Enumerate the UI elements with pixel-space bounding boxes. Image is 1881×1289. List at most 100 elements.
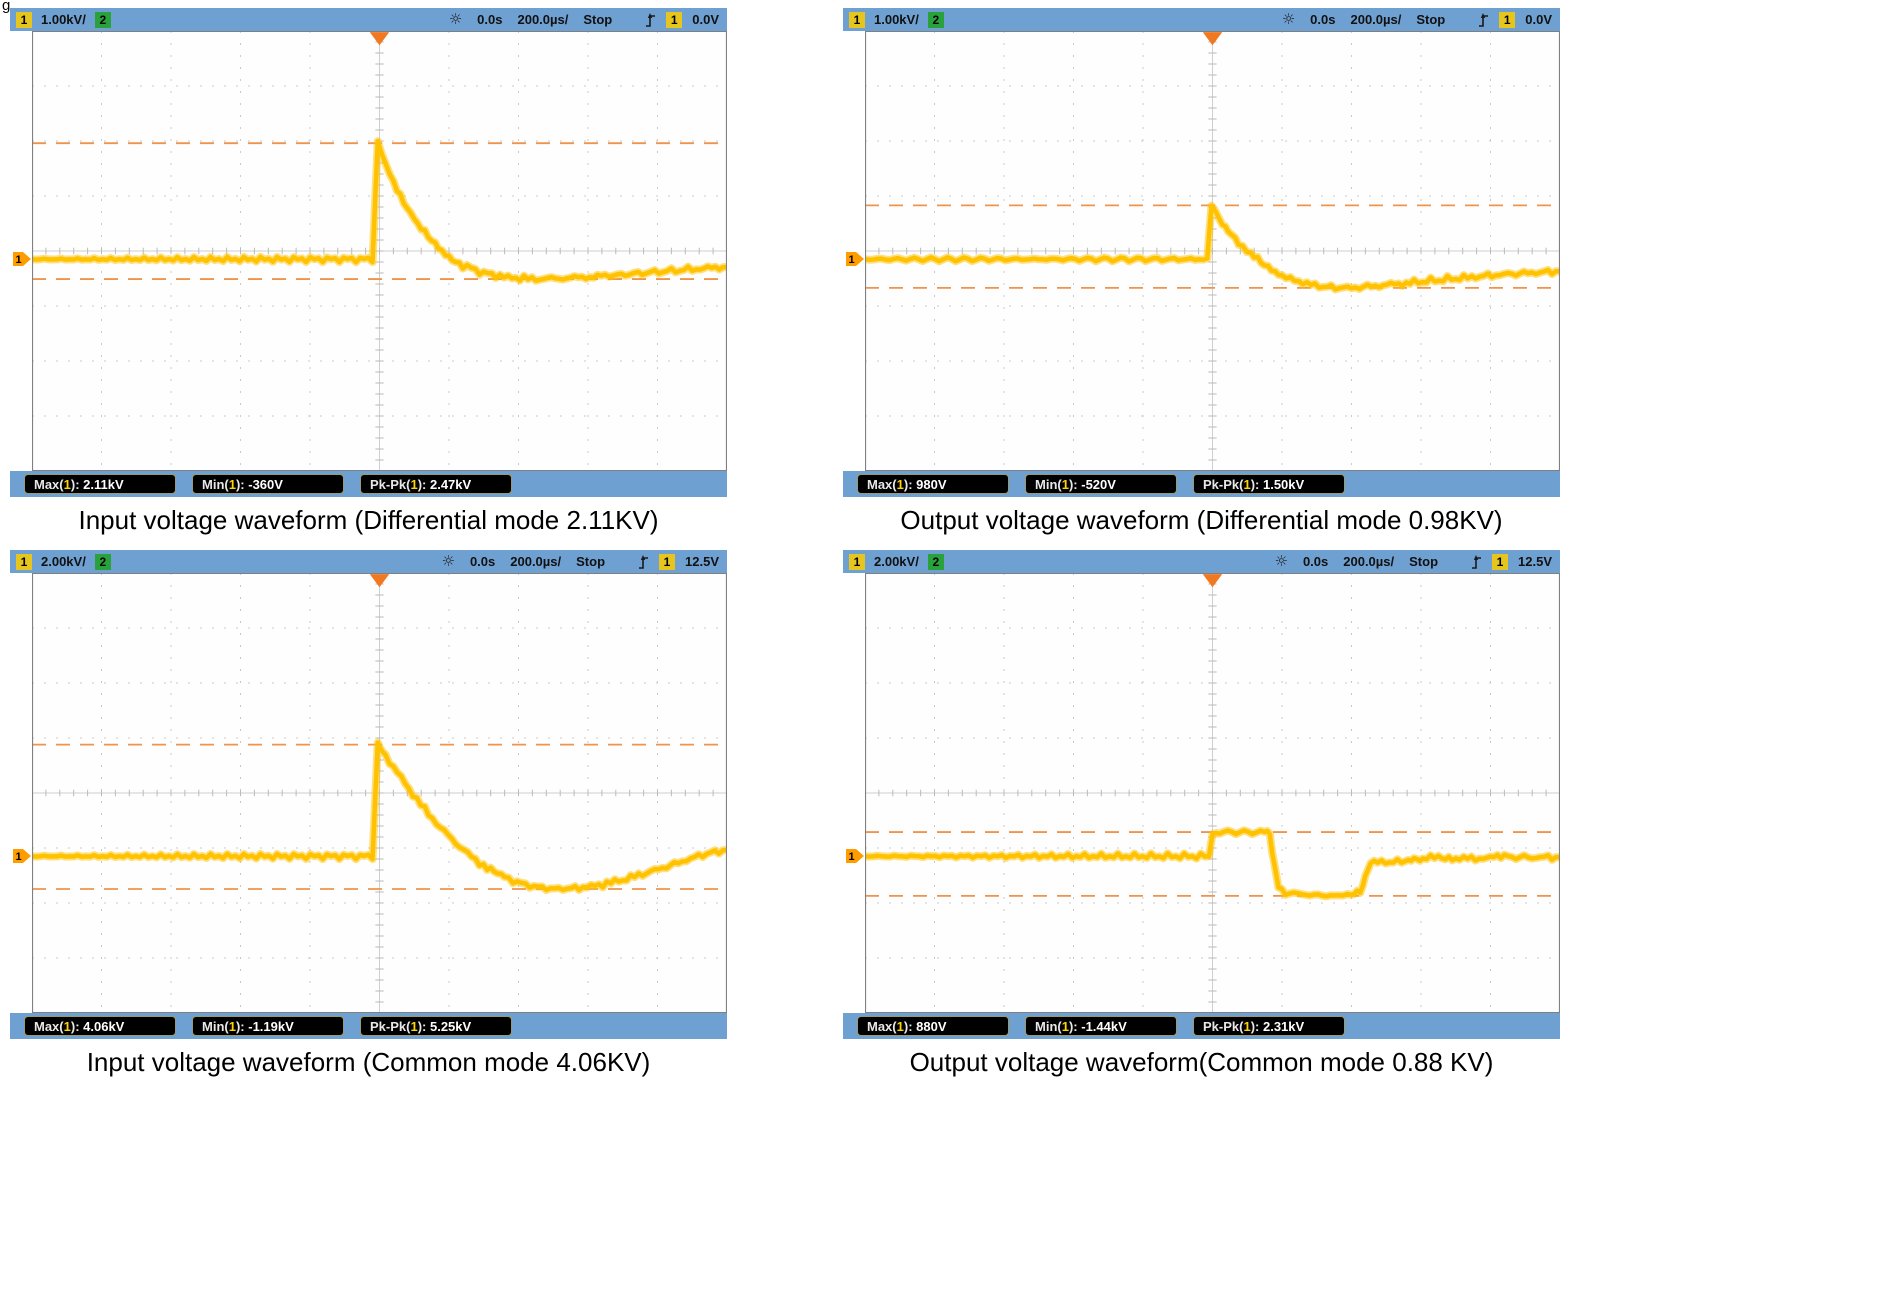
measurement-pkpk: Pk-Pk(1): 5.25kV [360, 1016, 512, 1036]
measurement-channel: 1 [1061, 476, 1069, 492]
scope-display: 1 [10, 573, 727, 1013]
ground-marker-column: 1 [10, 573, 32, 1013]
trigger-edge-icon [1478, 12, 1489, 28]
measurement-label: Min( [1035, 1018, 1062, 1034]
waveform-plot [865, 573, 1560, 1013]
measurement-separator: ): [235, 476, 249, 492]
measurement-value: -360V [248, 476, 283, 492]
measurement-separator: ): [1068, 1018, 1082, 1034]
measurement-label: Min( [1035, 476, 1062, 492]
svg-text:1: 1 [16, 254, 22, 266]
measurement-bar: Max(1): 880V Min(1): -1.44kV Pk-Pk(1): 2… [843, 1013, 1560, 1039]
measurement-value: -1.44kV [1081, 1018, 1127, 1034]
measurement-separator: ): [1250, 1018, 1263, 1034]
scope-display: 1 [843, 573, 1560, 1013]
trigger-source-badge[interactable]: 1 [1499, 11, 1516, 28]
horizontal-knob-icon[interactable]: ☼ [1281, 10, 1296, 28]
panel-caption: Input voltage waveform (Common mode 4.06… [86, 1047, 651, 1077]
ground-marker-column: 1 [843, 573, 865, 1013]
time-offset: 0.0s [1302, 554, 1329, 569]
horizontal-section: ☼ 0.0s 200.0µs/ Stop [1281, 10, 1446, 28]
run-state[interactable]: Stop [1416, 12, 1446, 27]
measurement-pkpk: Pk-Pk(1): 1.50kV [1193, 474, 1345, 494]
waveform-plot [865, 31, 1560, 471]
measurement-pkpk: Pk-Pk(1): 2.47kV [360, 474, 512, 494]
trigger-source-badge[interactable]: 1 [1492, 553, 1509, 570]
trigger-edge-icon [645, 12, 656, 28]
channel1-badge[interactable]: 1 [849, 553, 865, 570]
trigger-level: 0.0V [1525, 12, 1552, 27]
figure-grid: 1 1.00kV/ 2 ☼ 0.0s 200.0µs/ Stop [10, 8, 1560, 1078]
measurement-value: 2.11kV [83, 476, 124, 492]
ground-marker-column: 1 [10, 31, 32, 471]
measurement-value: -520V [1081, 476, 1116, 492]
measurement-label: Pk-Pk( [1203, 476, 1244, 492]
measurement-value: 2.47kV [429, 476, 472, 492]
measurement-max: Max(1): 2.11kV [24, 474, 176, 494]
measurement-label: Pk-Pk( [1203, 1018, 1244, 1034]
measurement-channel: 1 [63, 1018, 71, 1034]
measurement-channel: 1 [228, 476, 236, 492]
channel1-scale: 1.00kV/ [41, 12, 86, 27]
measurement-channel: 1 [410, 476, 418, 492]
trigger-level: 12.5V [1518, 554, 1552, 569]
measurement-channel: 1 [410, 1018, 418, 1034]
trigger-source-badge[interactable]: 1 [666, 11, 683, 28]
horizontal-knob-icon[interactable]: ☼ [441, 552, 455, 570]
trigger-level: 12.5V [685, 554, 719, 569]
measurement-channel: 1 [896, 476, 904, 492]
measurement-min: Min(1): -520V [1025, 474, 1177, 494]
channel2-badge[interactable]: 2 [94, 11, 111, 28]
svg-text:1: 1 [16, 851, 22, 863]
oscilloscope-panel: 1 1.00kV/ 2 ☼ 0.0s 200.0µs/ Stop [10, 8, 727, 536]
ground-marker-column: 1 [843, 31, 865, 471]
channel2-badge[interactable]: 2 [94, 553, 111, 570]
channel1-ground-marker: 1 [13, 849, 31, 864]
channel2-badge[interactable]: 2 [927, 553, 944, 570]
scope-header: 1 2.00kV/ 2 ☼ 0.0s 200.0µs/ Stop [843, 550, 1560, 573]
channel1-badge[interactable]: 1 [849, 11, 865, 28]
horizontal-knob-icon[interactable]: ☼ [448, 10, 463, 28]
oscilloscope-panel: 1 2.00kV/ 2 ☼ 0.0s 200.0µs/ Stop [10, 550, 727, 1078]
channel1-ground-marker: 1 [846, 252, 864, 267]
timebase: 200.0µs/ [1350, 12, 1402, 27]
measurement-label: Min( [202, 1018, 229, 1034]
svg-text:1: 1 [849, 254, 855, 266]
measurement-bar: Max(1): 2.11kV Min(1): -360V Pk-Pk(1): 2… [10, 471, 727, 497]
measurement-max: Max(1): 980V [857, 474, 1009, 494]
channel1-ground-marker: 1 [846, 849, 864, 864]
run-state[interactable]: Stop [583, 12, 613, 27]
measurement-bar: Max(1): 4.06kV Min( 1): -1.19kV Pk-Pk(1):… [10, 1013, 727, 1039]
measurement-value: -1.19kV [248, 1018, 294, 1034]
trigger-edge-icon [1471, 554, 1482, 570]
timebase: 200.0µs/ [1343, 554, 1395, 569]
trigger-section: 1 0.0V [645, 11, 719, 28]
panel-caption: Output voltage waveform (Differential mo… [900, 505, 1503, 535]
channel1-ground-marker: 1 [13, 252, 31, 267]
measurement-separator: ): [70, 476, 84, 492]
measurement-min: Min(1): -360V [192, 474, 344, 494]
measurement-max: Max(1): 4.06kV [24, 1016, 176, 1036]
oscilloscope-panel: 1 2.00kV/ 2 ☼ 0.0s 200.0µs/ Stop [843, 550, 1560, 1078]
channel1-scale: 2.00kV/ [41, 554, 86, 569]
horizontal-knob-icon[interactable]: ☼ [1274, 552, 1288, 570]
measurement-label: Max( [867, 476, 897, 492]
measurement-label: Max( [867, 1018, 897, 1034]
run-state[interactable]: Stop [576, 554, 606, 569]
trigger-section: 1 12.5V [638, 553, 719, 570]
trigger-section: 1 0.0V [1478, 11, 1552, 28]
channel1-badge[interactable]: 1 [16, 11, 32, 28]
channel2-badge[interactable]: 2 [927, 11, 944, 28]
horizontal-section: ☼ 0.0s 200.0µs/ Stop [441, 552, 606, 570]
measurement-label: Pk-Pk( [370, 476, 411, 492]
channel1-badge[interactable]: 1 [16, 553, 32, 570]
run-state[interactable]: Stop [1409, 554, 1439, 569]
measurement-min: Min(1): -1.44kV [1025, 1016, 1177, 1036]
trigger-source-badge[interactable]: 1 [659, 553, 676, 570]
scope-header: 1 2.00kV/ 2 ☼ 0.0s 200.0µs/ Stop [10, 550, 727, 573]
panel-caption: Input voltage waveform (Differential mod… [78, 505, 659, 535]
oscilloscope-screen: 1 1.00kV/ 2 ☼ 0.0s 200.0µs/ Stop [843, 8, 1560, 497]
measurement-separator: ): [1250, 476, 1263, 492]
oscilloscope-screen: 1 2.00kV/ 2 ☼ 0.0s 200.0µs/ Stop [10, 550, 727, 1039]
measurement-separator: ): [417, 1018, 430, 1034]
